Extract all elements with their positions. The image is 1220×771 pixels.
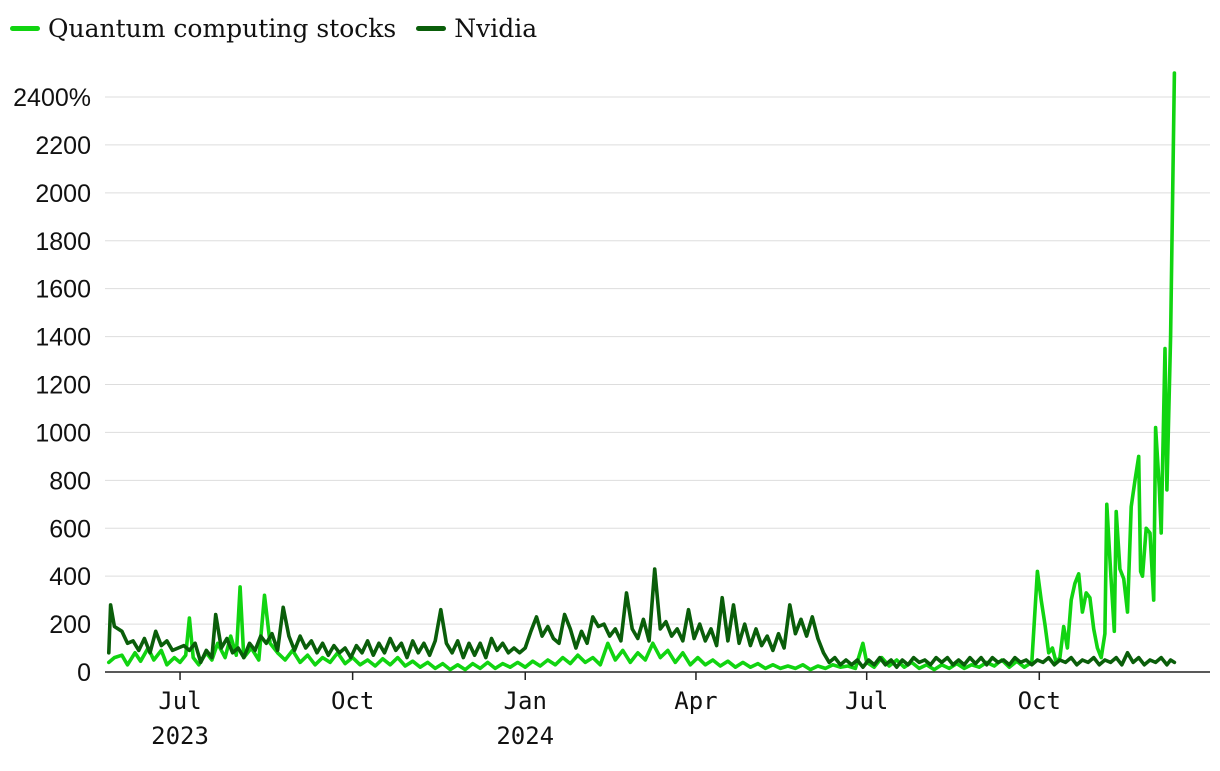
y-tick-label: 1000 bbox=[35, 419, 91, 447]
legend: Quantum computing stocks Nvidia bbox=[10, 14, 557, 43]
y-tick-label: 1200 bbox=[35, 372, 91, 400]
x-axis-ticks: Jul 2023 Oct Jan 2024 Apr Jul Oct bbox=[151, 672, 1061, 750]
series-line-quantum bbox=[107, 71, 1177, 672]
series-line-nvidia bbox=[107, 567, 1177, 669]
y-axis-ticks: 0 200 400 600 800 1000 1200 1400 1600 1800 2000 220… bbox=[13, 84, 91, 687]
y-tick-label: 1400 bbox=[35, 324, 91, 352]
x-tick-label: Apr bbox=[674, 687, 717, 715]
y-tick-label: 400 bbox=[49, 563, 91, 591]
y-tick-label: 0 bbox=[77, 659, 91, 687]
x-tick-label: Oct bbox=[331, 687, 374, 715]
y-tick-label: 800 bbox=[49, 467, 91, 495]
y-tick-label: 600 bbox=[49, 515, 91, 543]
series-lines bbox=[107, 71, 1177, 672]
y-tick-label: 2200 bbox=[35, 132, 91, 160]
y-tick-label: 200 bbox=[49, 611, 91, 639]
x-tick-label: Jan bbox=[504, 687, 547, 715]
x-tick-label: Jul bbox=[845, 687, 888, 715]
legend-swatch-nvidia bbox=[416, 26, 447, 31]
legend-label-quantum: Quantum computing stocks bbox=[48, 14, 397, 43]
legend-item-nvidia: Nvidia bbox=[416, 14, 537, 43]
x-tick-label: Oct bbox=[1018, 687, 1061, 715]
x-tick-year-label: 2023 bbox=[151, 722, 209, 750]
y-tick-label: 1800 bbox=[35, 228, 91, 256]
y-tick-label: 2000 bbox=[35, 180, 91, 208]
y-tick-label: 2400% bbox=[13, 84, 91, 112]
legend-swatch-quantum bbox=[10, 26, 40, 31]
y-tick-label: 1600 bbox=[35, 276, 91, 304]
legend-item-quantum: Quantum computing stocks bbox=[10, 14, 396, 43]
grid-lines bbox=[105, 96, 1210, 673]
x-tick-label: Jul bbox=[158, 687, 201, 715]
x-tick-year-label: 2024 bbox=[496, 722, 554, 750]
legend-label-nvidia: Nvidia bbox=[454, 14, 538, 43]
